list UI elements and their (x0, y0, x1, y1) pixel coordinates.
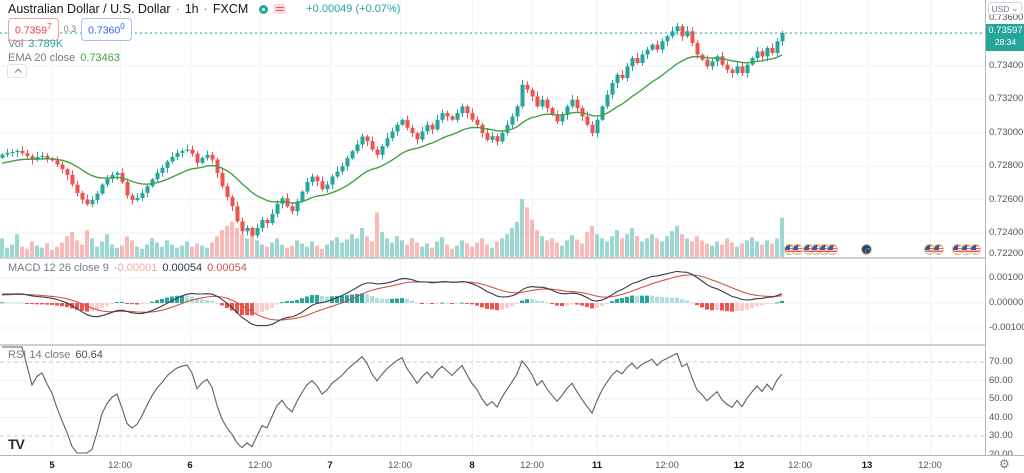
buy-button[interactable]: 0.73600 (81, 18, 132, 41)
sell-button[interactable]: 0.73597 (8, 18, 59, 41)
event-flag-icon[interactable] (962, 245, 971, 254)
price-scale-label: 60.00 (989, 374, 1013, 386)
price-scale-label: 0.72200 (989, 248, 1024, 259)
macd-signal-value: 0.00054 (207, 262, 247, 274)
last-price: 0.73597 (988, 25, 1023, 36)
price-scale-label: 40.00 (989, 411, 1013, 423)
macd-label: MACD 12 26 close 9 (8, 262, 109, 274)
interval-label[interactable]: 1h (184, 2, 199, 16)
event-flag-icon[interactable] (934, 245, 943, 254)
order-panel: 0.73597 0.3 0.73600 (8, 18, 132, 41)
price-scale-label: 50.00 (989, 393, 1013, 404)
price-scale-label: 0.73000 (989, 126, 1024, 138)
rsi-label: RSI 14 close (8, 349, 71, 361)
price-scale-label: 70.00 (989, 356, 1013, 367)
notes-icon (273, 4, 287, 14)
event-flag-icon[interactable] (828, 245, 837, 254)
event-flag-icon[interactable] (862, 245, 871, 254)
price-scale-label: 0.73200 (989, 93, 1024, 105)
price-scale[interactable]: USD ⌄ 0.73597 28:34 0.73600 0.73400 0.73200… (985, 0, 1024, 460)
price-scale-label: 0.00000 (989, 297, 1024, 308)
market-status-icon (259, 4, 269, 14)
bar-countdown: 28:34 (994, 37, 1017, 47)
spread-value: 0.3 (63, 24, 77, 35)
currency-selector-button[interactable]: USD ⌄ (988, 2, 1022, 15)
time-axis-label: 12:00 (655, 460, 679, 471)
tradingview-logo[interactable]: TV (8, 436, 25, 452)
time-axis-label: 12:00 (388, 460, 412, 471)
price-scale-label: 0.73600 (989, 12, 1024, 23)
macd-line-value: 0.00054 (162, 262, 203, 274)
macd-hist-value: -0.00001 (113, 262, 158, 274)
time-axis-label: 13 (861, 460, 873, 471)
price-scale-label: 0.73400 (989, 60, 1024, 71)
macd-legend: MACD 12 26 close 9 -0.00001 0.00054 0.00… (8, 262, 247, 274)
symbol-title[interactable]: Australian Dollar / U.S. Dollar (8, 2, 171, 16)
chevron-up-icon (14, 68, 22, 76)
price-scale-label: -0.00100 (989, 322, 1024, 333)
time-axis-label: 12:00 (520, 460, 544, 471)
symbol-legend: Australian Dollar / U.S. Dollar · 1h · F… (8, 2, 400, 16)
time-axis-label: 6 (187, 460, 193, 471)
volume-value: 3.789K (28, 38, 64, 50)
exchange-label[interactable]: FXCM (212, 2, 249, 16)
event-flag-icon[interactable] (953, 245, 962, 254)
ema-legend: EMA 20 close 0.73463 (8, 52, 120, 64)
last-price-badge: 0.73597 28:34 (986, 24, 1024, 51)
time-axis-label: 12:00 (108, 460, 132, 471)
price-scale-label: 0.72400 (989, 227, 1024, 238)
time-axis-label: 11 (591, 460, 603, 471)
event-flag-icon[interactable] (925, 245, 934, 254)
chevron-down-icon: ⌄ (1011, 3, 1019, 13)
price-scale-label: 0.72800 (989, 160, 1024, 172)
event-flag-icon[interactable] (804, 245, 813, 254)
change-value: +0.00049 (+0.07%) (306, 3, 401, 15)
time-axis-label: 12 (733, 460, 745, 471)
time-axis-label: 7 (327, 460, 333, 471)
event-flag-icon[interactable] (820, 245, 829, 254)
ema-value: 0.73463 (80, 52, 121, 64)
price-scale-label: 20.00 (989, 448, 1013, 460)
event-flag-icon[interactable] (785, 245, 794, 254)
price-scale-label: 0.72600 (989, 193, 1024, 205)
volume-legend: Vol 3.789K (8, 38, 63, 50)
rsi-legend: RSI 14 close 60.64 (8, 349, 103, 361)
price-scale-label: 0.00100 (989, 272, 1024, 283)
event-flag-icon[interactable] (793, 245, 802, 254)
legend-collapse-button[interactable] (7, 64, 27, 78)
rsi-value: 60.64 (75, 349, 103, 361)
time-axis-label: 5 (49, 460, 55, 471)
event-flag-icon[interactable] (971, 245, 980, 254)
event-flag-icon[interactable] (812, 245, 821, 254)
time-axis-label: 12:00 (918, 460, 942, 471)
ema-label: EMA 20 close (8, 52, 76, 64)
volume-label: Vol (8, 38, 24, 50)
separator: · (203, 2, 208, 16)
gear-icon[interactable]: ⚙ (999, 457, 1010, 471)
time-scale[interactable]: 5 12:00 6 12:00 7 12:00 8 12:00 11 12:00 12 12:00 13… (0, 455, 1024, 473)
price-scale-label: 30.00 (989, 430, 1013, 441)
separator: · (175, 2, 180, 16)
time-axis-label: 8 (469, 460, 475, 471)
time-axis-label: 12:00 (788, 460, 812, 471)
time-axis-label: 12:00 (248, 460, 272, 471)
